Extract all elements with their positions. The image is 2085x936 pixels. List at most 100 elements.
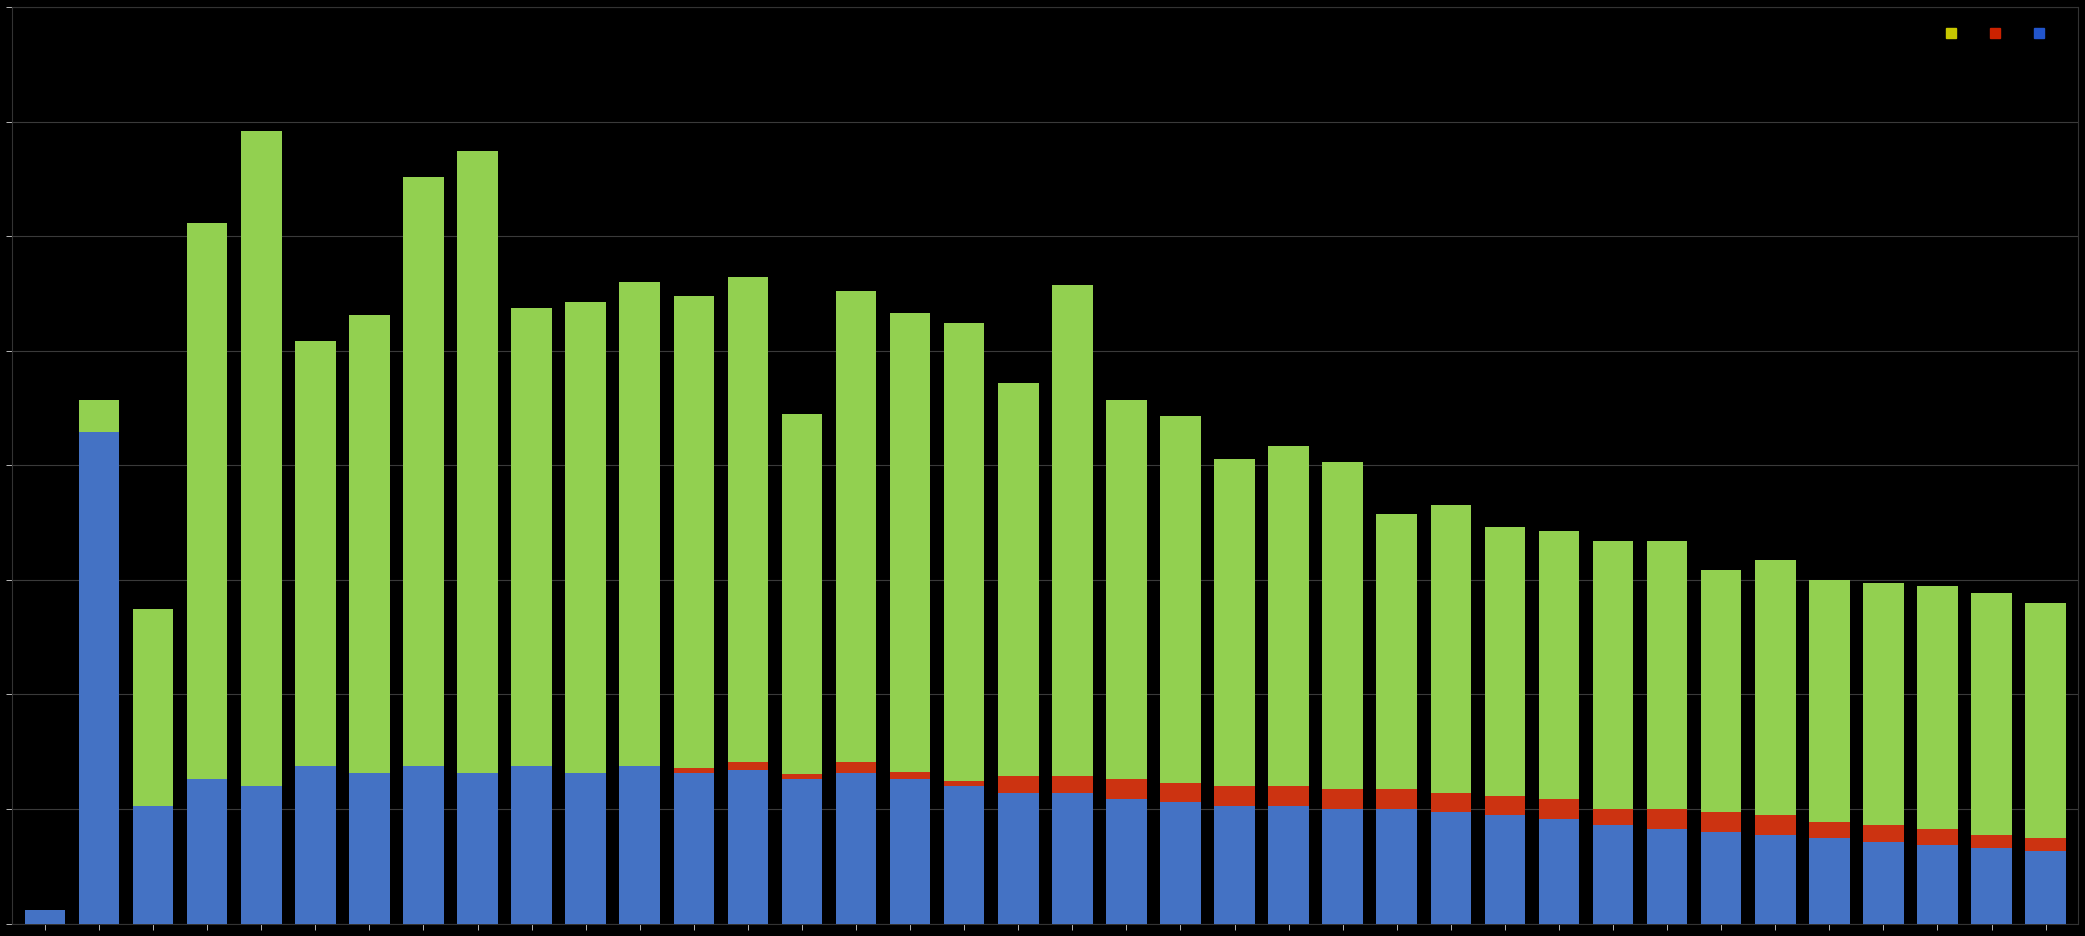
Bar bbox=[1322, 462, 1364, 789]
Bar bbox=[402, 177, 444, 767]
Bar bbox=[945, 781, 984, 786]
Bar bbox=[1053, 285, 1093, 776]
Bar bbox=[1647, 828, 1687, 924]
Bar bbox=[511, 308, 553, 767]
Bar bbox=[1918, 586, 1958, 828]
Bar bbox=[1485, 527, 1524, 796]
Bar bbox=[402, 767, 444, 924]
Bar bbox=[242, 131, 281, 786]
Bar bbox=[348, 773, 390, 924]
Bar bbox=[1701, 832, 1741, 924]
Bar bbox=[1485, 815, 1524, 924]
Bar bbox=[1539, 799, 1578, 819]
Bar bbox=[1268, 786, 1309, 806]
Bar bbox=[728, 277, 767, 762]
Bar bbox=[999, 776, 1038, 793]
Bar bbox=[1213, 806, 1255, 924]
Bar bbox=[673, 768, 713, 773]
Bar bbox=[1593, 826, 1633, 924]
Bar bbox=[836, 773, 876, 924]
Bar bbox=[1756, 815, 1795, 835]
Bar bbox=[619, 282, 661, 767]
Bar bbox=[1159, 782, 1201, 802]
Bar bbox=[1647, 540, 1687, 809]
Bar bbox=[1322, 789, 1364, 809]
Bar bbox=[242, 786, 281, 924]
Bar bbox=[1593, 540, 1633, 809]
Bar bbox=[1159, 802, 1201, 924]
Bar bbox=[1159, 417, 1201, 782]
Bar bbox=[1268, 806, 1309, 924]
Bar bbox=[133, 806, 173, 924]
Bar bbox=[999, 793, 1038, 924]
Bar bbox=[1539, 819, 1578, 924]
Bar bbox=[836, 763, 876, 773]
Bar bbox=[1593, 809, 1633, 826]
Bar bbox=[1430, 505, 1472, 793]
Bar bbox=[1053, 776, 1093, 793]
Bar bbox=[1053, 793, 1093, 924]
Bar bbox=[1430, 793, 1472, 812]
Bar bbox=[79, 400, 119, 432]
Bar bbox=[673, 297, 713, 768]
Bar bbox=[1970, 592, 2012, 835]
Bar bbox=[2025, 603, 2066, 839]
Bar bbox=[1864, 841, 1904, 924]
Bar bbox=[1539, 531, 1578, 799]
Bar bbox=[836, 291, 876, 763]
Bar bbox=[1810, 579, 1849, 822]
Bar bbox=[1213, 459, 1255, 786]
Bar bbox=[1864, 583, 1904, 826]
Bar bbox=[565, 773, 607, 924]
Bar bbox=[1701, 812, 1741, 832]
Bar bbox=[1918, 828, 1958, 845]
Bar bbox=[945, 786, 984, 924]
Bar bbox=[133, 609, 173, 806]
Bar bbox=[890, 771, 930, 780]
Bar bbox=[1322, 809, 1364, 924]
Bar bbox=[188, 223, 227, 780]
Bar bbox=[999, 384, 1038, 776]
Bar bbox=[1485, 796, 1524, 815]
Bar bbox=[1810, 822, 1849, 839]
Bar bbox=[782, 414, 821, 774]
Bar bbox=[457, 773, 498, 924]
Bar bbox=[25, 911, 65, 924]
Bar bbox=[945, 323, 984, 781]
Bar bbox=[457, 151, 498, 773]
Bar bbox=[673, 773, 713, 924]
Bar bbox=[2025, 839, 2066, 852]
Legend: , , : , , bbox=[1941, 22, 2052, 45]
Bar bbox=[1268, 446, 1309, 786]
Bar bbox=[1756, 835, 1795, 924]
Bar bbox=[188, 780, 227, 924]
Bar bbox=[619, 767, 661, 924]
Bar bbox=[511, 767, 553, 924]
Bar bbox=[1647, 809, 1687, 828]
Bar bbox=[1430, 812, 1472, 924]
Bar bbox=[890, 314, 930, 771]
Bar bbox=[1970, 835, 2012, 848]
Bar bbox=[1918, 845, 1958, 924]
Bar bbox=[2025, 852, 2066, 924]
Bar bbox=[782, 780, 821, 924]
Bar bbox=[1701, 570, 1741, 812]
Bar bbox=[1107, 780, 1147, 799]
Bar bbox=[1376, 789, 1418, 809]
Bar bbox=[1756, 560, 1795, 815]
Bar bbox=[1107, 400, 1147, 780]
Bar bbox=[890, 780, 930, 924]
Bar bbox=[1213, 786, 1255, 806]
Bar bbox=[1810, 839, 1849, 924]
Bar bbox=[728, 769, 767, 924]
Bar bbox=[782, 774, 821, 780]
Bar bbox=[565, 301, 607, 773]
Bar bbox=[1864, 826, 1904, 841]
Bar bbox=[1107, 799, 1147, 924]
Bar bbox=[1376, 809, 1418, 924]
Bar bbox=[294, 767, 336, 924]
Bar bbox=[728, 762, 767, 769]
Bar bbox=[348, 314, 390, 773]
Bar bbox=[1970, 848, 2012, 924]
Bar bbox=[1376, 514, 1418, 789]
